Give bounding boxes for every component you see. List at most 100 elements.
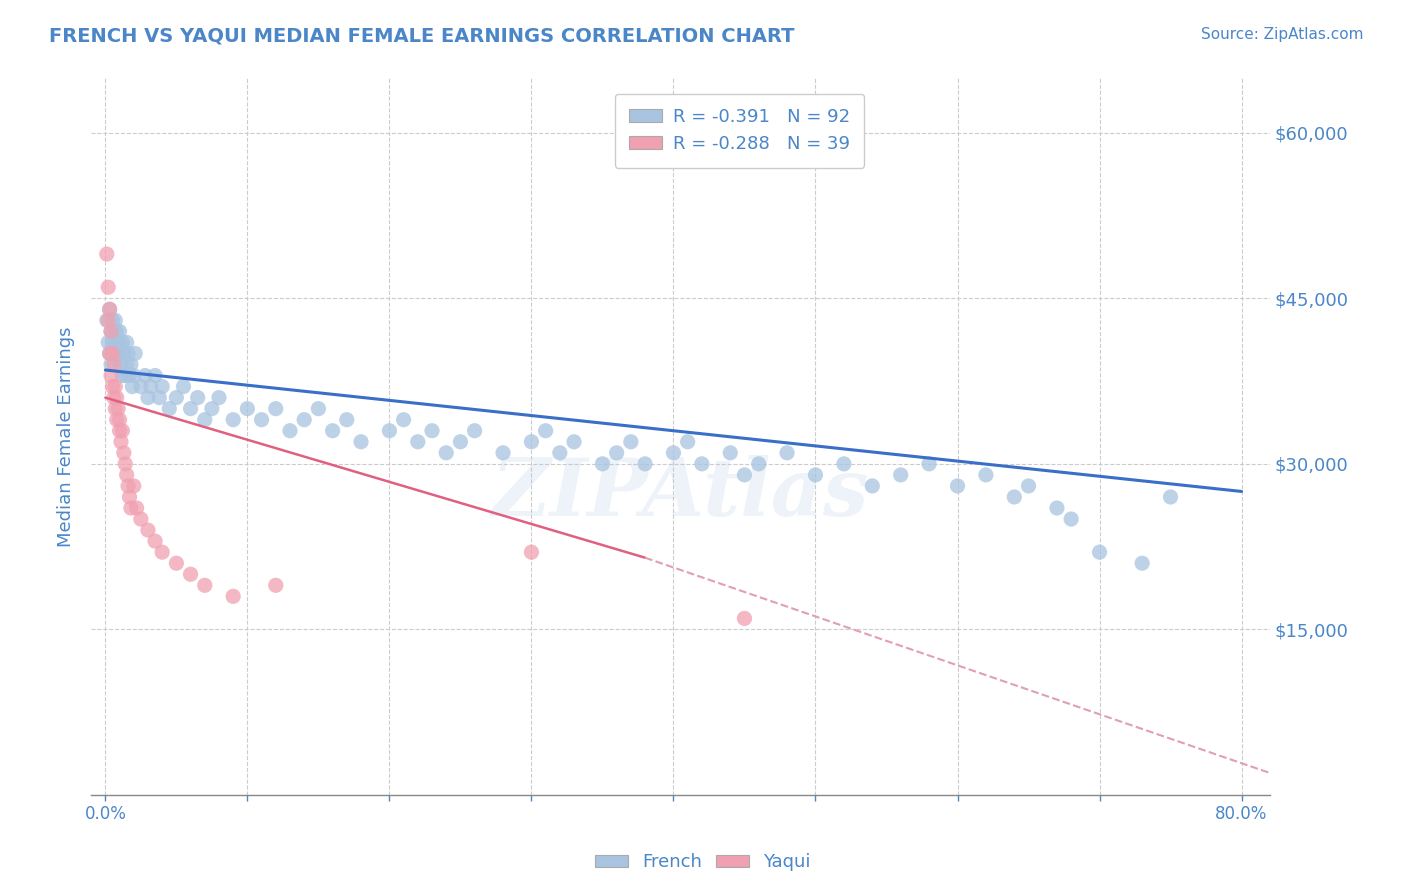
Point [974,467,997,482]
Point [606,446,628,460]
Point [121,379,143,393]
Point [97,335,120,350]
Point [105,324,128,338]
Point [108,413,131,427]
Point [406,434,429,449]
Point [336,413,359,427]
Point [100,358,122,372]
Point [464,424,486,438]
Point [112,346,135,360]
Y-axis label: Median Female Earnings: Median Female Earnings [58,326,75,547]
Point [134,368,156,383]
Point [1018,479,1040,493]
Point [129,512,152,526]
Point [105,346,128,360]
Text: Source: ZipAtlas.com: Source: ZipAtlas.com [1201,27,1364,42]
Point [97,280,120,294]
Point [322,424,344,438]
Point [150,379,173,393]
Point [120,358,142,372]
Point [104,313,127,327]
Point [520,545,543,559]
Point [222,590,245,604]
Point [118,490,141,504]
Point [776,446,799,460]
Point [107,401,129,416]
Point [150,545,173,559]
Point [101,313,124,327]
Point [292,413,315,427]
Point [101,379,124,393]
Point [264,401,287,416]
Point [100,368,122,383]
Point [117,346,139,360]
Point [591,457,613,471]
Point [111,335,134,350]
Point [180,567,202,582]
Point [143,534,166,549]
Point [114,457,136,471]
Point [108,346,131,360]
Point [378,424,401,438]
Point [100,324,122,338]
Point [918,457,941,471]
Point [120,501,142,516]
Point [105,413,128,427]
Point [748,457,770,471]
Point [110,358,132,372]
Point [115,467,138,482]
Point [115,335,138,350]
Point [104,401,127,416]
Point [946,479,969,493]
Point [118,368,141,383]
Point [208,391,231,405]
Point [180,401,202,416]
Point [1060,512,1083,526]
Point [201,401,224,416]
Point [620,434,643,449]
Point [111,424,134,438]
Point [97,313,120,327]
Point [165,556,187,570]
Text: ZIPAtlas: ZIPAtlas [492,455,869,533]
Point [562,434,585,449]
Point [690,457,713,471]
Point [534,424,557,438]
Point [108,324,131,338]
Point [148,391,170,405]
Point [143,368,166,383]
Point [136,391,159,405]
Point [236,401,259,416]
Point [96,247,118,261]
Point [634,457,657,471]
Point [250,413,273,427]
Point [96,313,118,327]
Point [222,413,245,427]
Point [520,434,543,449]
Point [103,391,125,405]
Point [129,379,152,393]
Point [420,424,443,438]
Point [662,446,685,460]
Point [804,467,827,482]
Point [139,379,162,393]
Point [122,368,145,383]
Point [111,368,134,383]
Point [112,446,135,460]
Point [194,578,217,592]
Point [733,467,755,482]
Point [104,335,127,350]
Point [1130,556,1153,570]
Point [890,467,912,482]
Point [860,479,883,493]
Point [110,434,132,449]
Point [832,457,855,471]
Point [98,302,121,317]
Point [107,335,129,350]
Point [1160,490,1182,504]
Point [733,611,755,625]
Point [103,358,125,372]
Point [101,335,124,350]
Point [117,479,139,493]
Legend: R = -0.391   N = 92, R = -0.288   N = 39: R = -0.391 N = 92, R = -0.288 N = 39 [614,94,865,168]
